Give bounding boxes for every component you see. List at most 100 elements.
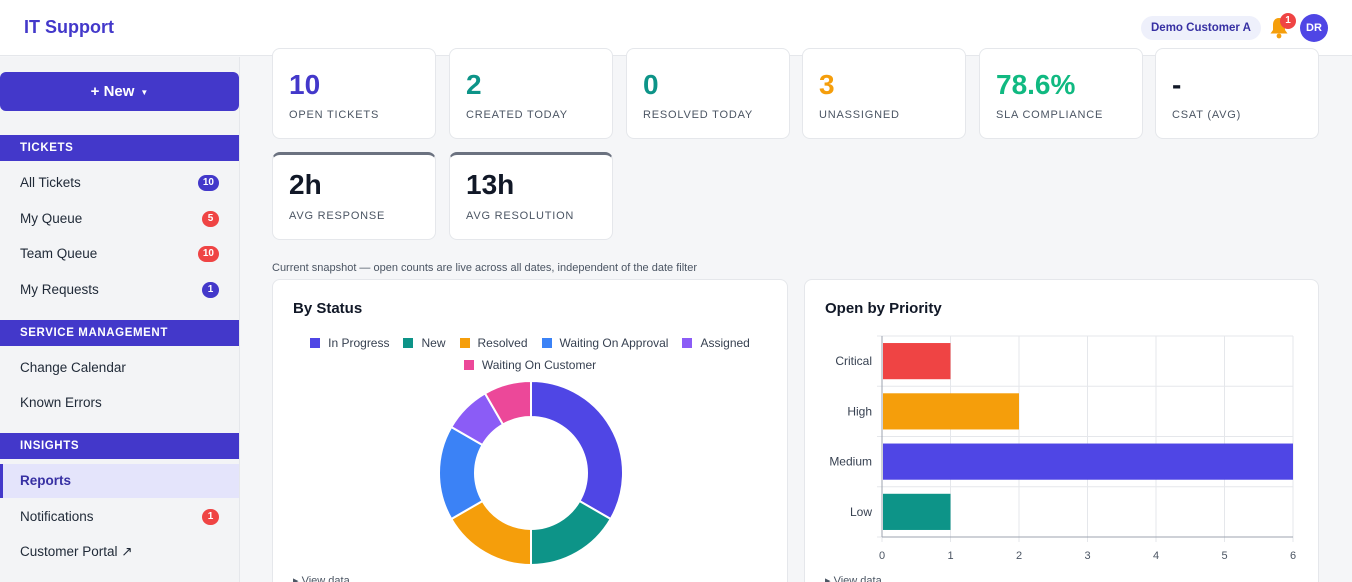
x-tick-label: 5 <box>1221 550 1227 562</box>
legend-item-resolved[interactable]: Resolved <box>459 336 528 350</box>
sidebar-item-customer-portal[interactable]: Customer Portal ↗ <box>0 535 239 569</box>
kpi-label: AVG RESPONSE <box>289 210 386 222</box>
sidebar-item-label: Notifications <box>20 509 94 524</box>
x-tick-label: 2 <box>1016 550 1022 562</box>
sidebar-item-label: Known Errors <box>20 395 102 410</box>
y-tick-label: Medium <box>829 455 872 469</box>
bar-medium[interactable] <box>883 443 1293 480</box>
sidebar-item-team-queue[interactable]: Team Queue 10 <box>0 237 239 271</box>
legend-item-waiting-on-approval[interactable]: Waiting On Approval <box>541 336 669 350</box>
kpi-card-resolved-today[interactable]: 0 RESOLVED TODAY <box>626 48 790 139</box>
new-button-label: + New <box>90 83 135 100</box>
kpi-card-unassigned[interactable]: 3 UNASSIGNED <box>802 48 966 139</box>
legend-label: Waiting On Approval <box>559 336 669 350</box>
kpi-value: 2 <box>466 69 482 100</box>
x-tick-label: 0 <box>879 550 885 562</box>
y-tick-label: High <box>847 404 872 418</box>
x-tick-label: 6 <box>1290 550 1296 562</box>
kpi-value: - <box>1172 69 1182 100</box>
top-bar: IT Support Demo Customer A 1 DR <box>0 0 1352 56</box>
legend-swatch <box>403 338 414 348</box>
count-badge: 1 <box>202 509 219 525</box>
sidebar-item-label: My Queue <box>20 211 83 226</box>
kpi-label: SLA COMPLIANCE <box>996 109 1104 121</box>
user-avatar[interactable]: DR <box>1300 14 1328 42</box>
legend-swatch <box>310 338 321 348</box>
count-badge: 5 <box>202 211 219 227</box>
kpi-card-open-tickets[interactable]: 10 OPEN TICKETS <box>272 48 436 139</box>
x-tick-label: 1 <box>947 550 953 562</box>
kpi-label: OPEN TICKETS <box>289 109 380 121</box>
kpi-label: CREATED TODAY <box>466 109 568 121</box>
sidebar-item-label: Customer Portal ↗ <box>20 544 133 559</box>
bar-high[interactable] <box>883 393 1019 430</box>
x-tick-label: 4 <box>1153 550 1159 562</box>
legend-row: Waiting On Customer <box>273 354 787 376</box>
app-title[interactable]: IT Support <box>24 17 114 37</box>
sidebar-item-my-queue[interactable]: My Queue 5 <box>0 202 239 236</box>
legend-label: Waiting On Customer <box>481 358 597 372</box>
sidebar-item-known-errors[interactable]: Known Errors <box>0 386 239 420</box>
legend-swatch <box>541 338 552 348</box>
legend-swatch <box>682 338 693 348</box>
kpi-label: RESOLVED TODAY <box>643 109 754 121</box>
legend-label: New <box>421 336 446 350</box>
kpi-value: 0 <box>643 69 659 100</box>
legend-row: In Progress New Resolved Waiting On Approva… <box>273 332 787 354</box>
sidebar-item-notifications[interactable]: Notifications 1 <box>0 500 239 534</box>
customer-selector[interactable]: Demo Customer A <box>1141 16 1261 40</box>
y-tick-label: Critical <box>835 354 872 368</box>
chart-legend: In Progress New Resolved Waiting On Approva… <box>273 332 787 376</box>
legend-item-in-progress[interactable]: In Progress <box>310 336 389 350</box>
bar-low[interactable] <box>883 493 951 530</box>
legend-item-new[interactable]: New <box>403 336 446 350</box>
kpi-label: CSAT (AVG) <box>1172 109 1242 121</box>
new-button[interactable]: + New ▼ <box>0 72 239 111</box>
y-tick-label: Low <box>850 505 872 519</box>
kpi-label: AVG RESOLUTION <box>466 210 575 222</box>
caret-down-icon: ▼ <box>140 87 149 97</box>
donut-slice-in-progress[interactable] <box>530 379 624 521</box>
legend-label: Resolved <box>477 336 528 350</box>
view-data-toggle[interactable]: ▸ View data <box>293 575 350 582</box>
sidebar: + New ▼ TICKETS All Tickets 10 My Queue 5… <box>0 57 240 582</box>
legend-item-waiting-on-customer[interactable]: Waiting On Customer <box>463 358 597 372</box>
x-tick-label: 3 <box>1084 550 1090 562</box>
legend-label: Assigned <box>700 336 750 350</box>
notification-badge: 1 <box>1280 13 1296 29</box>
donut-slice-waiting-on-customer[interactable] <box>483 379 532 426</box>
kpi-value: 78.6% <box>996 69 1076 100</box>
bar-critical[interactable] <box>883 343 951 380</box>
legend-swatch <box>463 360 474 370</box>
kpi-value: 2h <box>289 169 322 200</box>
count-badge: 1 <box>202 282 219 298</box>
kpi-card-avg-resolution[interactable]: 13h AVG RESOLUTION <box>449 152 613 240</box>
legend-label: In Progress <box>328 336 390 350</box>
kpi-label: UNASSIGNED <box>819 109 900 121</box>
sidebar-item-my-requests[interactable]: My Requests 1 <box>0 273 239 307</box>
count-badge: 10 <box>197 246 219 262</box>
sidebar-item-label: Change Calendar <box>20 360 126 375</box>
sidebar-item-all-tickets[interactable]: All Tickets 10 <box>0 166 239 200</box>
kpi-card-csat[interactable]: - CSAT (AVG) <box>1155 48 1319 139</box>
panel-title: Open by Priority <box>825 300 942 317</box>
sidebar-item-reports[interactable]: Reports <box>0 464 239 498</box>
status-chart-panel: By Status In Progress New Resolved Waiting … <box>272 279 788 582</box>
priority-chart-panel: Open by Priority 0 1 2 3 4 5 6 Critical High Medi… <box>804 279 1319 582</box>
kpi-value: 13h <box>466 169 515 200</box>
legend-item-assigned[interactable]: Assigned <box>682 336 750 350</box>
kpi-value: 10 <box>289 69 321 100</box>
donut-chart <box>438 379 624 567</box>
section-insights: INSIGHTS <box>0 433 239 459</box>
kpi-card-created-today[interactable]: 2 CREATED TODAY <box>449 48 613 139</box>
view-data-toggle[interactable]: ▸ View data <box>825 575 882 582</box>
sidebar-item-change-calendar[interactable]: Change Calendar <box>0 351 239 385</box>
sidebar-item-label: All Tickets <box>20 175 81 190</box>
legend-swatch <box>459 338 470 348</box>
bar-chart: 0 1 2 3 4 5 6 Critical High Medium Low <box>829 335 1296 562</box>
kpi-card-sla-compliance[interactable]: 78.6% SLA COMPLIANCE <box>979 48 1143 139</box>
sidebar-item-label: Team Queue <box>20 246 98 261</box>
sidebar-item-label: Reports <box>20 473 72 488</box>
kpi-card-avg-response[interactable]: 2h AVG RESPONSE <box>272 152 436 240</box>
snapshot-note: Current snapshot — open counts are live … <box>272 262 697 274</box>
